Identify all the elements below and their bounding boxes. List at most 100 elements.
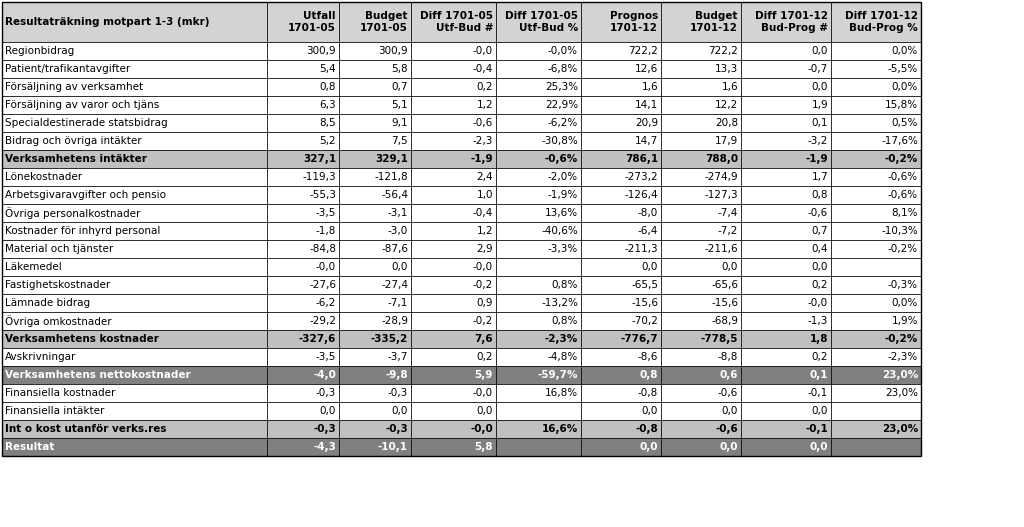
Text: 8,5: 8,5 [319,118,336,128]
Text: -211,6: -211,6 [705,244,738,254]
Bar [2,78,267,96]
Bar [411,240,496,258]
Text: -1,9%: -1,9% [548,190,578,200]
Text: -56,4: -56,4 [381,190,408,200]
Bar [831,150,921,168]
Text: Budget
1701-12: Budget 1701-12 [690,11,738,33]
Bar [662,42,741,60]
Text: 0,4: 0,4 [811,244,828,254]
Text: 0,7: 0,7 [391,82,408,92]
Bar [741,312,831,330]
Bar [581,366,662,384]
Bar [741,438,831,456]
Text: 0,0: 0,0 [319,406,336,416]
Text: -2,3%: -2,3% [545,334,578,344]
Text: 0,0: 0,0 [640,442,658,452]
Bar [267,150,339,168]
Text: -6,4: -6,4 [638,226,658,236]
Bar [496,420,581,438]
Text: -127,3: -127,3 [705,190,738,200]
Text: 0,0: 0,0 [722,406,738,416]
Bar [2,222,267,240]
Bar [496,240,581,258]
Text: 300,9: 300,9 [306,46,336,56]
Text: -0,8: -0,8 [638,388,658,398]
Text: 0,9: 0,9 [476,298,493,308]
Text: Övriga personalkostnader: Övriga personalkostnader [5,207,140,219]
Bar [2,2,921,456]
Text: 7,5: 7,5 [391,136,408,146]
Bar [831,60,921,78]
Bar [662,402,741,420]
Text: -7,2: -7,2 [718,226,738,236]
Bar [831,402,921,420]
Bar [267,420,339,438]
Text: Regionbidrag: Regionbidrag [5,46,75,56]
Bar [2,258,267,276]
Text: 7,6: 7,6 [474,334,493,344]
Bar [2,204,267,222]
Bar [267,366,339,384]
Text: -27,4: -27,4 [381,280,408,290]
Text: 16,6%: 16,6% [542,424,578,434]
Bar [411,2,496,42]
Text: 0,0%: 0,0% [892,82,918,92]
Bar [496,168,581,186]
Text: -40,6%: -40,6% [542,226,578,236]
Bar [662,276,741,294]
Bar [2,420,267,438]
Bar [411,420,496,438]
Bar [581,348,662,366]
Text: -1,9: -1,9 [805,154,828,164]
Text: -5,5%: -5,5% [888,64,918,74]
Bar [831,312,921,330]
Text: -65,5: -65,5 [631,280,658,290]
Bar [267,330,339,348]
Text: -4,0: -4,0 [313,370,336,380]
Bar [581,204,662,222]
Text: Resultaträkning motpart 1-3 (mkr): Resultaträkning motpart 1-3 (mkr) [5,17,210,27]
Text: -0,2%: -0,2% [888,244,918,254]
Text: -121,8: -121,8 [375,172,408,182]
Bar [662,366,741,384]
Bar [831,96,921,114]
Bar [339,330,411,348]
Bar [267,222,339,240]
Text: -3,5: -3,5 [315,352,336,362]
Bar [662,150,741,168]
Bar [581,96,662,114]
Bar [496,384,581,402]
Text: -211,3: -211,3 [625,244,658,254]
Bar [496,294,581,312]
Text: 12,6: 12,6 [635,64,658,74]
Text: -29,2: -29,2 [309,316,336,326]
Bar [496,348,581,366]
Bar [267,2,339,42]
Text: 786,1: 786,1 [625,154,658,164]
Bar [339,204,411,222]
Text: Övriga omkostnader: Övriga omkostnader [5,315,112,327]
Bar [831,240,921,258]
Bar [2,132,267,150]
Bar [2,402,267,420]
Bar [496,96,581,114]
Text: 22,9%: 22,9% [545,100,578,110]
Text: 20,9: 20,9 [635,118,658,128]
Text: -0,0: -0,0 [808,298,828,308]
Text: -0,3: -0,3 [388,388,408,398]
Text: 20,8: 20,8 [715,118,738,128]
Bar [581,186,662,204]
Bar [581,438,662,456]
Text: -0,6: -0,6 [808,208,828,218]
Bar [581,258,662,276]
Bar [581,402,662,420]
Bar [831,294,921,312]
Bar [339,132,411,150]
Bar [662,2,741,42]
Bar [831,384,921,402]
Text: -7,1: -7,1 [388,298,408,308]
Text: -3,5: -3,5 [315,208,336,218]
Text: 0,1: 0,1 [810,370,828,380]
Text: Fastighetskostnader: Fastighetskostnader [5,280,111,290]
Bar [662,294,741,312]
